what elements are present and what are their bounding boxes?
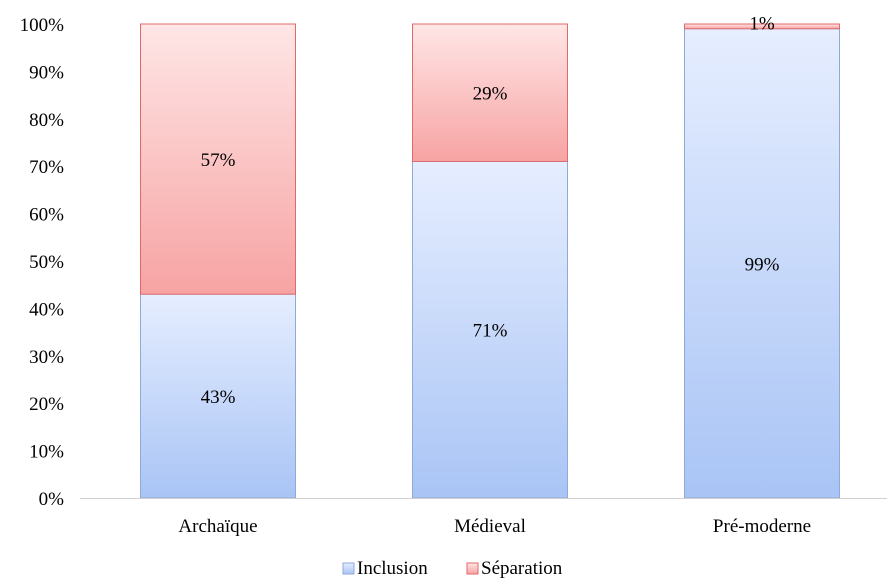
legend: Inclusion Séparation — [342, 558, 563, 579]
bar-séparation-3 — [684, 23, 840, 30]
y-tick-label: 30% — [29, 347, 64, 368]
x-tick-label: Archaïque — [178, 516, 257, 537]
data-label-inclusion: 71% — [473, 321, 508, 342]
y-tick-label: 40% — [29, 299, 64, 320]
x-tick-label: Pré-moderne — [713, 516, 811, 537]
bar-séparation-2 — [412, 23, 568, 162]
bars: 43% 57% 71% 29% 99% 1% — [140, 13, 840, 499]
x-axis: Archaïque Médieval Pré-moderne — [80, 498, 887, 537]
data-label-inclusion: 99% — [745, 254, 780, 275]
y-axis: 0% 10% 20% 30% 40% 50% 60% 70% 80% 90% 100% — [20, 15, 65, 510]
y-tick-label: 90% — [29, 62, 64, 83]
bar-séparation-1 — [140, 23, 296, 295]
y-tick-label: 10% — [29, 442, 64, 463]
y-tick-label: 0% — [39, 489, 65, 510]
y-tick-label: 70% — [29, 157, 64, 178]
data-label-inclusion: 43% — [201, 387, 236, 408]
legend-label-inclusion: Inclusion — [357, 558, 428, 579]
y-tick-label: 80% — [29, 110, 64, 131]
y-tick-label: 100% — [20, 15, 65, 36]
data-label-séparation: 29% — [473, 84, 508, 105]
y-tick-label: 60% — [29, 205, 64, 226]
bar-inclusion-1 — [140, 293, 296, 499]
bar-inclusion-3 — [684, 28, 840, 499]
legend-label-séparation: Séparation — [481, 558, 563, 579]
y-tick-label: 50% — [29, 252, 64, 273]
data-label-séparation: 57% — [201, 150, 236, 171]
y-tick-label: 20% — [29, 394, 64, 415]
legend-swatch-inclusion — [342, 562, 355, 575]
x-tick-label: Médieval — [454, 516, 526, 537]
data-label-séparation: 1% — [749, 13, 775, 34]
legend-swatch-séparation — [466, 562, 479, 575]
